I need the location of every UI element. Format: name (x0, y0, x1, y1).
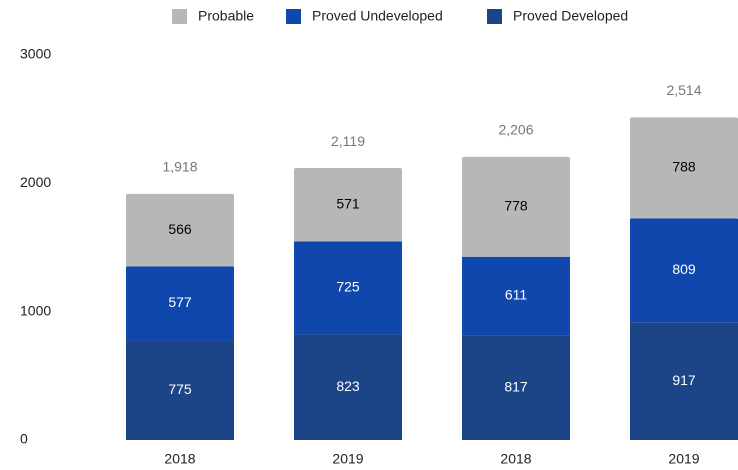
legend-label: Proved Developed (513, 8, 628, 24)
value-label: 611 (505, 287, 528, 303)
legend-label: Probable (198, 8, 254, 24)
bar-segment (294, 168, 402, 242)
x-tick-label: 2018 (500, 451, 531, 467)
y-tick-label: 1000 (20, 302, 51, 318)
bar-segment (126, 340, 234, 440)
legend-swatch (286, 9, 301, 24)
legend-swatch (172, 9, 187, 24)
bar-segment (126, 266, 234, 341)
y-tick-label: 2000 (20, 174, 51, 190)
value-label: 823 (336, 378, 360, 394)
value-label: 566 (168, 221, 192, 237)
bar-segment (126, 193, 234, 267)
y-tick-label: 3000 (20, 46, 51, 62)
y-tick-label: 0 (20, 431, 28, 447)
bar-segment (294, 334, 402, 440)
value-label: 809 (672, 261, 696, 277)
total-label: 2,206 (498, 122, 533, 138)
value-label: 778 (504, 198, 528, 214)
total-label: 2,514 (666, 82, 701, 98)
value-label: 788 (672, 159, 696, 175)
total-label: 1,918 (162, 159, 197, 175)
value-label: 571 (336, 195, 360, 211)
value-label: 817 (504, 378, 528, 394)
x-tick-label: 2019 (668, 451, 699, 467)
bar-segment (630, 218, 738, 323)
x-tick-label: 2019 (332, 451, 363, 467)
x-tick-label: 2018 (164, 451, 195, 467)
bar-segment (294, 241, 402, 335)
value-label: 577 (168, 294, 192, 310)
bar-segment (462, 156, 570, 257)
legend-swatch (487, 9, 502, 24)
value-label: 917 (672, 372, 696, 388)
value-label: 775 (168, 381, 192, 397)
legend-label: Proved Undeveloped (312, 8, 443, 24)
bar-segment (630, 117, 738, 219)
bar-segment (462, 335, 570, 440)
bar-segment (462, 256, 570, 336)
total-label: 2,119 (331, 133, 365, 149)
value-label: 725 (336, 279, 360, 295)
bar-segment (630, 322, 738, 440)
